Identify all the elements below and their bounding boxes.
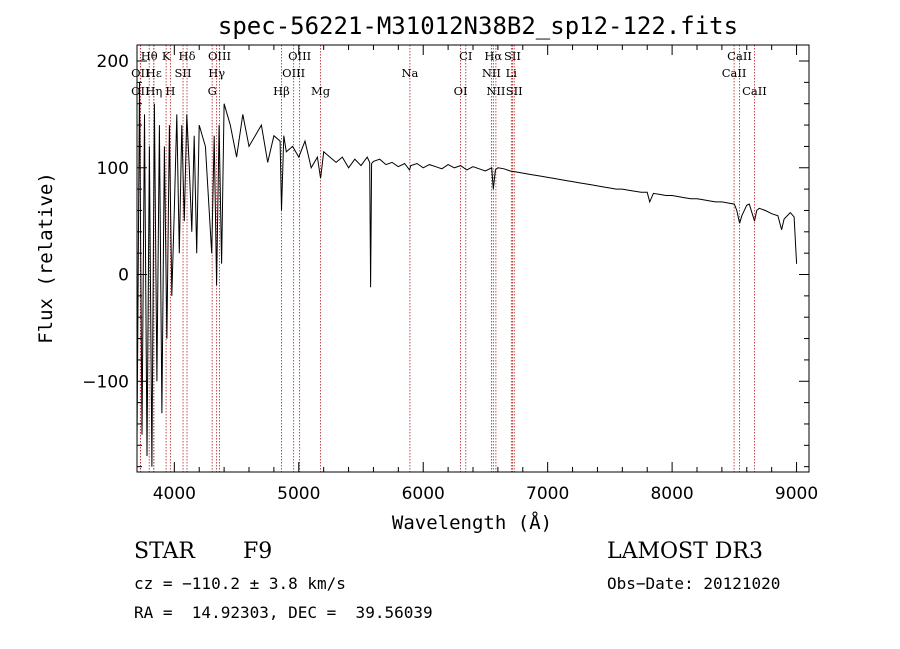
ra-dec-coordinates: RA = 14.92303, DEC = 39.56039 <box>134 603 433 622</box>
object-class: STAR <box>134 539 195 564</box>
emission-line-label: Li <box>506 66 518 80</box>
emission-line-label: Hθ <box>141 49 158 63</box>
x-tick-label: 9000 <box>775 484 818 504</box>
emission-line-label: OII <box>131 66 150 80</box>
emission-line-label: H <box>165 84 175 98</box>
x-tick-label: 4000 <box>153 484 196 504</box>
y-axis-label: Flux (relative) <box>35 172 57 344</box>
x-tick-label: 8000 <box>650 484 693 504</box>
emission-line-label: CaII <box>727 49 752 63</box>
emission-line-label: OIII <box>282 66 305 80</box>
emission-line-label: Na <box>401 66 418 80</box>
emission-line-label: Hε <box>146 66 162 80</box>
emission-line-label: NII <box>482 66 501 80</box>
emission-line-label: SII <box>175 66 192 80</box>
x-axis: 4000 5000 6000 7000 8000 9000 <box>153 45 818 504</box>
emission-line-label: Hγ <box>208 66 225 80</box>
y-tick-label: −100 <box>82 372 129 392</box>
emission-line-label: OIII <box>208 49 231 63</box>
emission-line-label: SII <box>504 49 521 63</box>
emission-line-label: OII <box>131 84 150 98</box>
x-tick-label: 7000 <box>526 484 569 504</box>
emission-line-label: CaII <box>742 84 767 98</box>
object-subclass: F9 <box>243 539 273 564</box>
emission-line-label: NII <box>486 84 505 98</box>
spectrum-line <box>136 82 798 467</box>
y-tick-label: 200 <box>97 52 129 72</box>
redshift-cz: cz = −110.2 ± 3.8 km/s <box>134 574 346 593</box>
plot-frame <box>136 44 810 473</box>
emission-line-label: Hη <box>145 84 162 98</box>
emission-line-label: Hβ <box>273 84 290 98</box>
x-axis-label: Wavelength (Å) <box>392 511 552 534</box>
y-tick-label: 100 <box>97 159 129 179</box>
y-axis: −100 0 100 200 <box>82 52 809 468</box>
emission-line-label: SII <box>506 84 523 98</box>
emission-line-label: CI <box>459 49 472 63</box>
y-tick-label: 0 <box>118 266 129 286</box>
emission-line-label: G <box>208 84 217 98</box>
emission-line-label: OIII <box>288 49 311 63</box>
emission-line-label: Mg <box>311 84 331 98</box>
emission-line-label: K <box>162 49 171 63</box>
emission-line-label: CaII <box>722 66 747 80</box>
observation-date: Obs−Date: 20121020 <box>607 574 781 593</box>
emission-line-label: Hδ <box>179 49 196 63</box>
chart-title: spec-56221-M31012N38B2_sp12-122.fits <box>218 12 738 40</box>
emission-line-label: OI <box>454 84 468 98</box>
emission-line-markers <box>139 45 755 472</box>
x-tick-label: 5000 <box>277 484 320 504</box>
x-tick-label: 6000 <box>402 484 445 504</box>
emission-line-label: Hα <box>484 49 502 63</box>
survey-name: LAMOST DR3 <box>607 539 763 564</box>
